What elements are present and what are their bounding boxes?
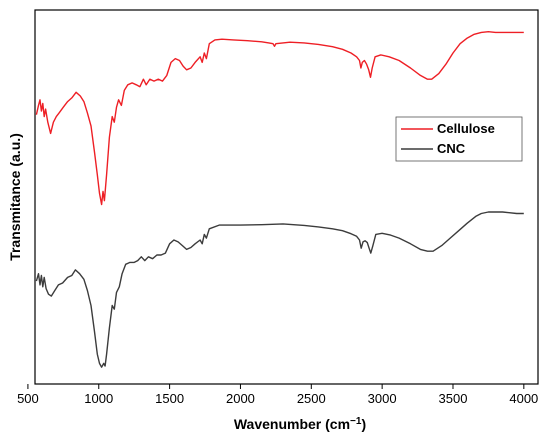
x-tick-label: 3000: [368, 391, 397, 406]
legend-label-cellulose: Cellulose: [437, 121, 495, 136]
x-tick-label: 4000: [509, 391, 538, 406]
x-axis-title-suffix: ): [361, 416, 366, 432]
y-axis-title: Transmitance (a.u.): [7, 133, 23, 261]
x-tick-label: 500: [17, 391, 39, 406]
x-tick-label: 3500: [439, 391, 468, 406]
x-tick-label: 1500: [155, 391, 184, 406]
plot-frame: [34, 9, 539, 385]
series-layer: [35, 31, 524, 368]
series-line-cnc: [35, 211, 524, 368]
x-tick-label: 1000: [84, 391, 113, 406]
x-axis-ticks: 500 1000 1500 2000 2500 3000 3500 4000: [17, 384, 538, 406]
x-axis-title-sup: −1: [350, 416, 362, 427]
legend-box: [395, 116, 523, 162]
legend-label-cnc: CNC: [437, 141, 466, 156]
x-tick-label: 2500: [297, 391, 326, 406]
x-axis-title: Wavenumber (cm−1): [234, 416, 366, 432]
legend: Cellulose CNC: [395, 116, 523, 162]
x-tick-label: 2000: [226, 391, 255, 406]
series-line-cellulose: [35, 31, 524, 206]
